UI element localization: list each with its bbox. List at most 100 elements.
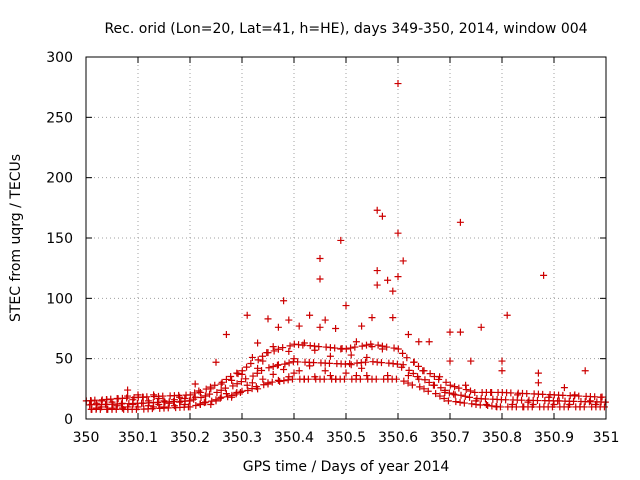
data-point — [284, 376, 292, 384]
data-point — [244, 387, 252, 395]
data-point — [383, 343, 391, 351]
data-point — [534, 379, 542, 387]
data-point — [295, 367, 303, 375]
data-point — [398, 363, 406, 371]
data-point — [191, 389, 199, 397]
data-point — [467, 357, 475, 365]
data-point — [222, 375, 230, 383]
data-point — [192, 401, 200, 409]
x-tick-label: 350.3 — [222, 430, 262, 446]
data-point — [436, 392, 444, 400]
data-point — [477, 323, 485, 331]
data-point — [374, 341, 382, 349]
data-point — [276, 377, 284, 385]
data-point — [228, 376, 236, 384]
data-point — [221, 384, 229, 392]
data-point — [409, 370, 417, 378]
data-point — [148, 405, 156, 413]
data-point — [285, 359, 293, 367]
data-point — [476, 401, 484, 409]
data-point — [548, 403, 556, 411]
data-point — [378, 342, 386, 350]
data-point — [243, 381, 251, 389]
data-point — [260, 381, 268, 389]
data-point — [316, 255, 324, 263]
data-point — [457, 391, 465, 399]
data-point — [304, 375, 312, 383]
x-axis-label: GPS time / Days of year 2014 — [243, 459, 450, 475]
data-point — [320, 375, 328, 383]
data-point — [482, 401, 490, 409]
data-point — [252, 383, 260, 391]
data-point — [356, 375, 364, 383]
data-point — [279, 344, 287, 352]
data-point — [420, 385, 428, 393]
data-point — [248, 385, 256, 393]
data-point — [243, 363, 251, 371]
data-point — [342, 345, 350, 353]
x-tick-label: 350.6 — [378, 430, 418, 446]
x-tick-label: 350.7 — [430, 430, 470, 446]
data-point — [295, 322, 303, 330]
data-point — [233, 380, 241, 388]
data-point — [424, 387, 432, 395]
data-point — [274, 323, 282, 331]
data-point — [96, 405, 104, 413]
data-point — [216, 394, 224, 402]
data-point — [445, 389, 453, 397]
data-point — [363, 372, 371, 380]
data-point — [159, 392, 167, 400]
data-point — [415, 338, 423, 346]
data-point — [340, 375, 348, 383]
data-point — [265, 364, 273, 372]
data-point — [269, 363, 277, 371]
data-point — [169, 398, 177, 406]
data-point — [451, 383, 459, 391]
data-point — [455, 384, 463, 392]
data-point — [394, 273, 402, 281]
data-point — [150, 391, 158, 399]
data-point — [201, 392, 209, 400]
data-point — [217, 380, 225, 388]
grid-layer — [86, 57, 606, 419]
data-point — [347, 351, 355, 359]
data-point — [254, 339, 262, 347]
data-point — [248, 353, 256, 361]
y-tick-label: 150 — [46, 231, 73, 247]
data-point — [346, 360, 354, 368]
data-point — [342, 369, 350, 377]
data-point — [164, 404, 172, 412]
data-point — [456, 398, 464, 406]
y-tick-label: 250 — [46, 110, 73, 126]
data-point — [264, 315, 272, 323]
data-point — [191, 380, 199, 388]
x-tick-label: 350.2 — [170, 430, 210, 446]
data-point — [446, 357, 454, 365]
data-point — [414, 362, 422, 370]
data-point — [236, 388, 244, 396]
data-point — [207, 401, 215, 409]
data-point — [523, 390, 531, 398]
data-point — [512, 403, 520, 411]
data-point — [347, 361, 355, 369]
data-point — [503, 311, 511, 319]
data-point — [269, 370, 277, 378]
data-point — [217, 386, 225, 394]
data-point — [286, 342, 294, 350]
data-point — [228, 391, 236, 399]
data-point — [202, 385, 210, 393]
data-point — [378, 212, 386, 220]
data-point — [416, 383, 424, 391]
data-point — [384, 276, 392, 284]
axis-ticks: 350 350.1 350.2 350.3 350.4 350.5 350.6 350.7 35… — [46, 50, 619, 446]
data-point — [404, 379, 412, 387]
data-point — [264, 379, 272, 387]
data-point — [342, 302, 350, 310]
data-point — [373, 281, 381, 289]
data-point — [399, 349, 407, 357]
data-point — [601, 398, 609, 406]
data-point — [394, 80, 402, 88]
data-point — [310, 359, 318, 367]
data-point — [414, 373, 422, 381]
